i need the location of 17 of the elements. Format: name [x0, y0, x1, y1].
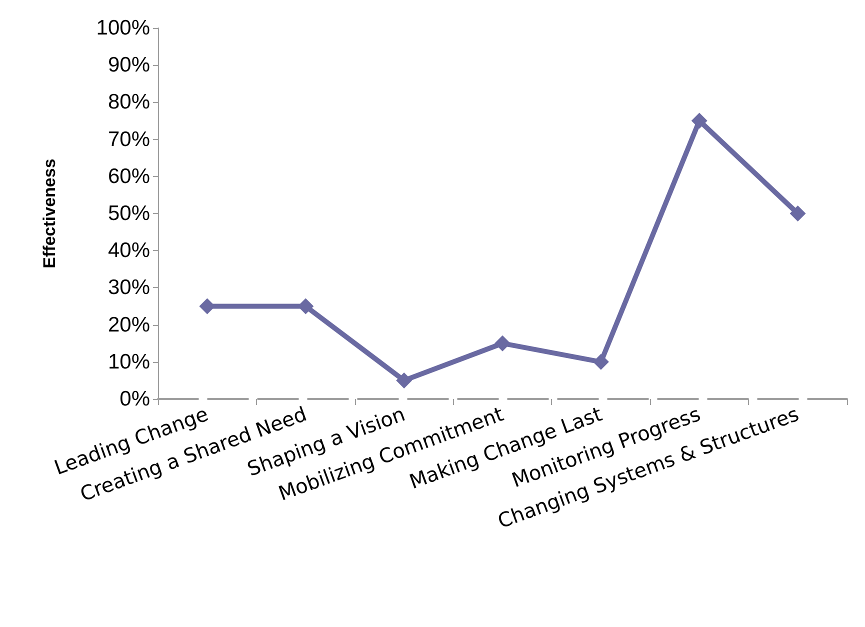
y-tick-label: 0%: [120, 388, 150, 410]
y-tick-label: 20%: [108, 313, 150, 336]
point: [790, 206, 806, 222]
point: [592, 354, 609, 370]
y-tick-label: 100%: [96, 16, 150, 40]
y-tick-label: 50%: [108, 202, 150, 225]
y-tick-label: 10%: [108, 350, 150, 374]
y-axis-title: Effectiveness: [40, 158, 59, 268]
y-tick-label: 40%: [108, 239, 150, 262]
point: [494, 335, 510, 352]
point: [396, 372, 412, 388]
y-tick-label: 80%: [108, 90, 150, 114]
y-tick-label: 90%: [108, 54, 150, 77]
point: [691, 112, 708, 129]
y-tick-label: 30%: [108, 276, 150, 300]
y-tick-label: 70%: [108, 128, 150, 151]
y-tick-label: 60%: [108, 164, 150, 188]
